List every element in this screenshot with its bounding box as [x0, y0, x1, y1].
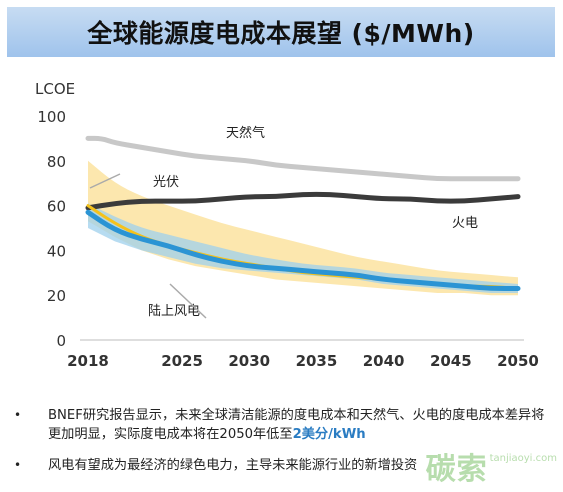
leader-solar [89, 173, 121, 189]
x-tick-label: 2045 [430, 352, 472, 370]
label-coal: 火电 [452, 216, 478, 231]
bullet-2-body: 风电有望成为最经济的绿色电力，主导未来能源行业的新增投资 [48, 458, 418, 473]
y-tick-label: 0 [56, 332, 66, 350]
bullet-text-2: 风电有望成为最经济的绿色电力，主导未来能源行业的新增投资 [48, 456, 549, 475]
bullet-item-1: • BNEF研究报告显示，未来全球清洁能源的度电成本和天然气、火电的度电成本差异… [14, 406, 549, 444]
y-tick-label: 60 [47, 198, 66, 216]
x-tick-label: 2030 [228, 352, 270, 370]
line-wind [85, 209, 521, 291]
bullet-dot-icon: • [14, 408, 22, 422]
y-axis-label: LCOE [35, 80, 75, 98]
x-tick-label: 2040 [363, 352, 405, 370]
y-tick-label: 40 [47, 242, 66, 260]
y-tick-label: 80 [47, 153, 66, 171]
title-banner: 全球能源度电成本展望 ($/MWh) [7, 7, 555, 57]
label-solar: 光伏 [153, 175, 179, 190]
leader-wind [169, 283, 207, 319]
bullet-item-2: • 风电有望成为最经济的绿色电力，主导未来能源行业的新增投资 [14, 456, 549, 475]
label-wind: 陆上风电 [148, 303, 200, 319]
y-tick-label: 100 [37, 108, 66, 126]
x-tick-label: 2018 [67, 352, 109, 370]
x-tick-label: 2035 [296, 352, 338, 370]
bullet-list: • BNEF研究报告显示，未来全球清洁能源的度电成本和天然气、火电的度电成本差异… [14, 406, 549, 487]
line-coal [85, 191, 521, 211]
line-gas [85, 135, 521, 182]
watermark: 碳索 tanjiaoyi.com [426, 444, 557, 488]
bullet-1-body: BNEF研究报告显示，未来全球清洁能源的度电成本和天然气、火电的度电成本差异将更… [48, 408, 545, 442]
page-title: 全球能源度电成本展望 ($/MWh) [87, 19, 475, 48]
bullet-1-highlight: 2美分/kWh [292, 427, 366, 442]
watermark-url: tanjiaoyi.com [489, 453, 557, 464]
x-tick-label: 2050 [497, 352, 539, 370]
bullet-text-1: BNEF研究报告显示，未来全球清洁能源的度电成本和天然气、火电的度电成本差异将更… [48, 406, 549, 444]
watermark-logo: 碳索 [425, 452, 488, 487]
bullet-dot-icon: • [14, 458, 22, 472]
y-tick-label: 20 [47, 287, 66, 305]
label-gas: 天然气 [226, 125, 265, 141]
x-tick-label: 2025 [161, 352, 203, 370]
